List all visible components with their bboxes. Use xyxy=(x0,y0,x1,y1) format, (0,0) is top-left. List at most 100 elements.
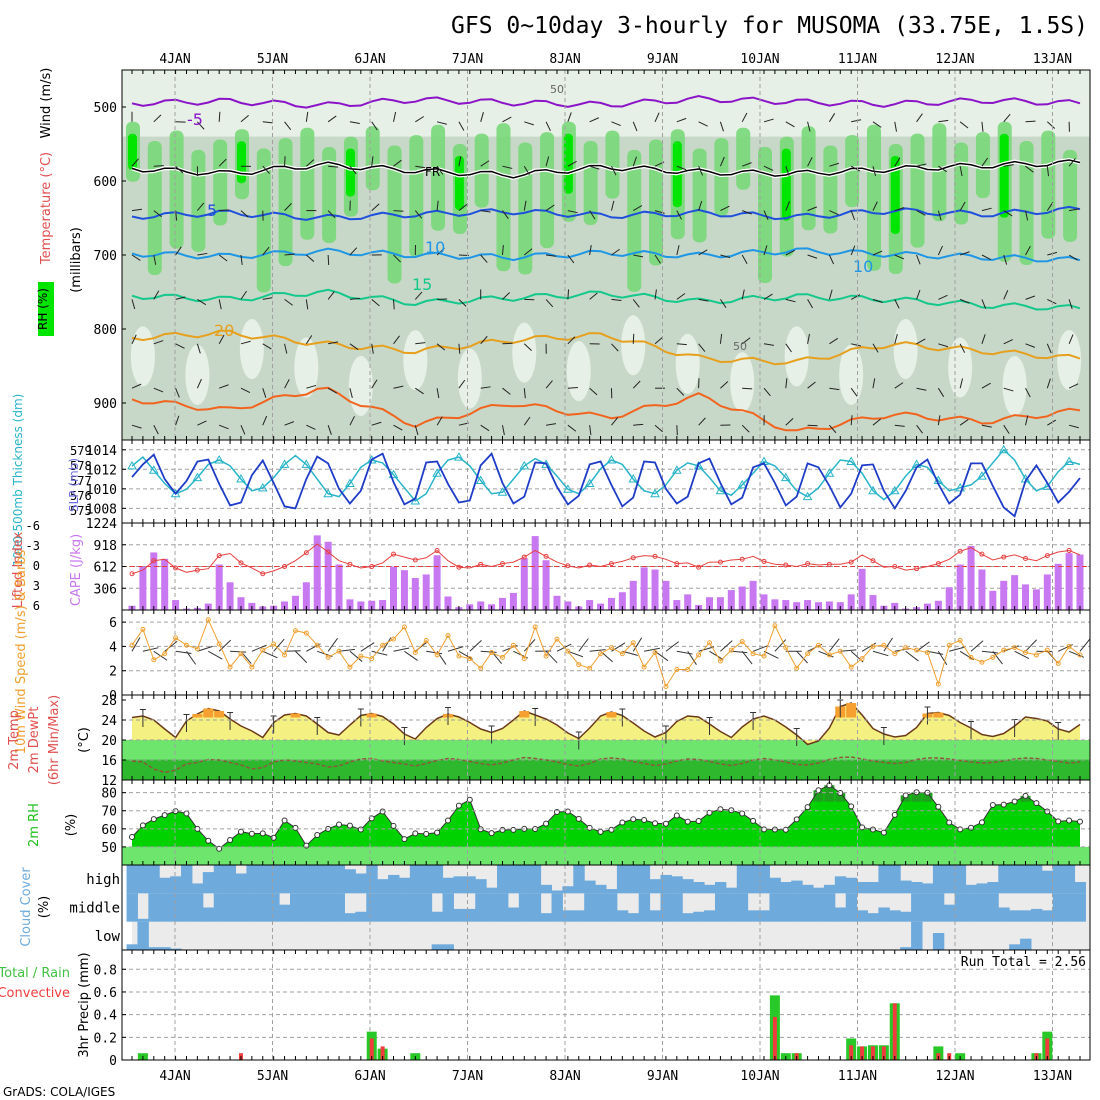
cloud-bar-high xyxy=(616,865,629,894)
cloud-bar-middle xyxy=(736,893,749,922)
rh-green-blob xyxy=(910,133,925,248)
wind-barb xyxy=(502,116,512,123)
wind-barb xyxy=(393,159,402,167)
wind-barb xyxy=(1068,383,1079,389)
cloud-bar-high xyxy=(431,865,444,894)
wind-barb xyxy=(720,381,729,389)
cloud-bar-middle xyxy=(1052,893,1065,922)
li-marker xyxy=(282,564,288,569)
cape-bar xyxy=(281,601,289,610)
cape-bar xyxy=(150,552,158,610)
wind-tick-label: 6 xyxy=(109,616,117,631)
wind-barb xyxy=(306,254,315,262)
thickness-marker xyxy=(148,465,159,474)
wind-barb-10m xyxy=(469,640,482,652)
rh-marker xyxy=(1000,801,1007,808)
wind-barb xyxy=(501,425,505,436)
wind-speed-marker xyxy=(641,664,647,670)
rh-marker xyxy=(510,826,517,833)
cloud-bar-middle xyxy=(366,893,378,922)
wind-speed-marker xyxy=(1033,652,1039,658)
wind-barb xyxy=(698,417,706,426)
wind-barb xyxy=(872,201,878,211)
wind-barb xyxy=(240,254,243,265)
rh-marker xyxy=(488,830,495,837)
cloud-bar-high xyxy=(137,865,149,894)
wind-barb xyxy=(458,204,468,211)
wind-barb xyxy=(436,343,446,351)
cloud-bar-high xyxy=(453,876,465,894)
rh-marker xyxy=(761,826,767,833)
cloud-bar-high xyxy=(540,884,553,894)
wind-barb xyxy=(742,162,752,167)
wind-barb xyxy=(175,415,180,426)
cloud-bar-high xyxy=(932,865,945,894)
wind-barb xyxy=(1068,334,1074,344)
rh-marker xyxy=(259,830,266,837)
cape-bar xyxy=(226,582,234,610)
contour-label: 10 xyxy=(853,257,873,276)
cape-bar xyxy=(934,600,942,610)
wind-barb xyxy=(284,343,288,354)
rh-marker xyxy=(1066,817,1073,824)
wind-barb xyxy=(698,121,708,127)
wind-barb xyxy=(829,387,840,391)
wind-barb-10m xyxy=(382,637,392,652)
cloud-bar-high xyxy=(900,880,912,894)
cape-bar xyxy=(498,597,506,610)
cape-bar xyxy=(640,567,648,610)
rh-dry-pocket xyxy=(1057,330,1082,391)
li-marker xyxy=(652,553,658,559)
upper-air-panel: -5 FR 5 10 15 20 10 50 50 500 600 700 800 900 RH (%) Te… xyxy=(36,68,1091,441)
wind-barb xyxy=(218,158,227,167)
thickness-marker xyxy=(432,468,442,477)
wind-barb xyxy=(153,290,160,300)
temp-max-fill xyxy=(192,714,203,718)
wind-speed-marker xyxy=(532,624,538,630)
wind-barb xyxy=(1003,164,1014,167)
precip-tick-label: 0.8 xyxy=(94,963,117,978)
isotherm-10 xyxy=(131,247,1081,263)
li-marker xyxy=(608,561,614,567)
rh-green-blob xyxy=(278,138,293,267)
wind-barb-10m xyxy=(687,651,697,665)
wind-barb xyxy=(262,415,268,426)
wind-barb xyxy=(327,254,330,266)
rh-marker xyxy=(793,816,800,823)
wind-barb xyxy=(916,387,927,391)
wind-barb xyxy=(153,114,162,123)
li-tick-label: -3 xyxy=(26,539,40,553)
rh-marker xyxy=(968,824,975,831)
wind-barb xyxy=(371,421,382,426)
rh-marker xyxy=(390,822,397,829)
wind-barb xyxy=(828,113,836,123)
wind-barb xyxy=(1068,158,1076,167)
precip-convective-bar xyxy=(380,1046,385,1060)
cape-bar xyxy=(586,600,594,610)
temp-max-fill xyxy=(290,713,301,718)
wind-barb xyxy=(153,254,157,265)
wind-barb-10m xyxy=(142,647,159,652)
wind-barb-10m xyxy=(251,644,267,652)
rh-marker xyxy=(771,826,778,833)
minmax-axis-label: (6hr Min/Max) xyxy=(47,695,62,785)
thickness-marker xyxy=(737,479,748,489)
wind-speed-marker xyxy=(162,651,168,657)
wind-barb xyxy=(545,380,553,389)
wind-barb-10m xyxy=(981,650,998,654)
cape-bar xyxy=(847,594,855,610)
li-marker xyxy=(260,571,266,577)
wind-barb xyxy=(153,165,164,167)
cloud-bar-middle xyxy=(693,911,705,922)
cape-bar xyxy=(324,541,332,610)
wind-barb-10m xyxy=(1014,650,1030,659)
date-label-top: 8JAN xyxy=(549,52,580,67)
rh-green-blob xyxy=(583,141,598,226)
cloud-bar-middle xyxy=(540,913,553,922)
thickness-tick-label: 579 xyxy=(70,444,92,458)
contour-label: 5 xyxy=(207,201,217,220)
cape-bar xyxy=(1054,563,1062,610)
rh-dry-upper xyxy=(122,70,1090,137)
wind-barb-10m xyxy=(632,637,643,652)
